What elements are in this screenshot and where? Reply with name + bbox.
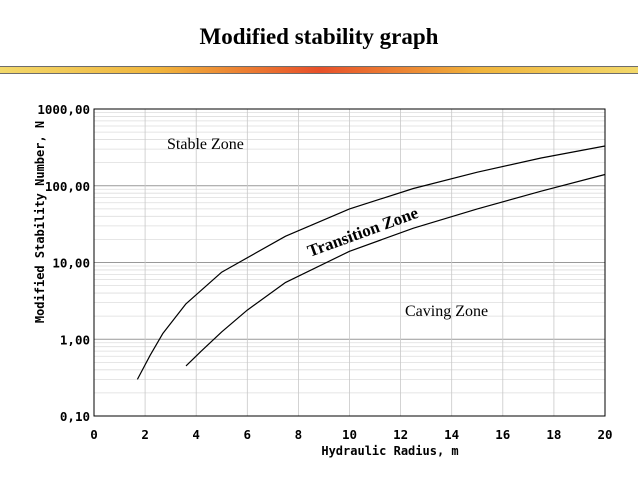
x-tick-label: 8	[295, 427, 303, 442]
chart-grid	[93, 108, 606, 417]
y-tick-label: 1000,00	[37, 102, 90, 117]
y-tick-label: 10,00	[52, 256, 90, 271]
x-tick-label: 16	[495, 427, 510, 442]
y-axis-title: Modified Stability Number, N	[33, 121, 47, 323]
x-tick-label: 10	[342, 427, 357, 442]
caving-zone-label: Caving Zone	[405, 303, 488, 320]
lower-boundary-line	[185, 173, 606, 367]
x-tick-label: 4	[192, 427, 200, 442]
upper-boundary-line	[136, 145, 606, 380]
x-tick-label: 2	[141, 427, 149, 442]
y-tick-label: 1,00	[60, 332, 90, 347]
y-tick-label: 100,00	[45, 179, 90, 194]
series-lines	[136, 145, 606, 380]
slide-title: Modified stability graph	[199, 24, 439, 49]
x-axis-title: Hydraulic Radius, m	[321, 444, 458, 458]
y-tick-label: 0,10	[60, 409, 90, 424]
stable-zone-label: Stable Zone	[167, 136, 244, 153]
title-divider-bar	[0, 66, 638, 74]
x-tick-label: 6	[244, 427, 252, 442]
x-tick-label: 0	[90, 427, 98, 442]
tick-labels: 0 2 4 6 8 10 12 14 16 18 20 0,10 1,00 10,00 100,00 1000…	[37, 102, 612, 442]
x-tick-label: 18	[546, 427, 561, 442]
x-tick-label: 20	[597, 427, 612, 442]
x-tick-label: 14	[444, 427, 459, 442]
x-tick-label: 12	[393, 427, 408, 442]
plot-frame	[93, 108, 606, 417]
